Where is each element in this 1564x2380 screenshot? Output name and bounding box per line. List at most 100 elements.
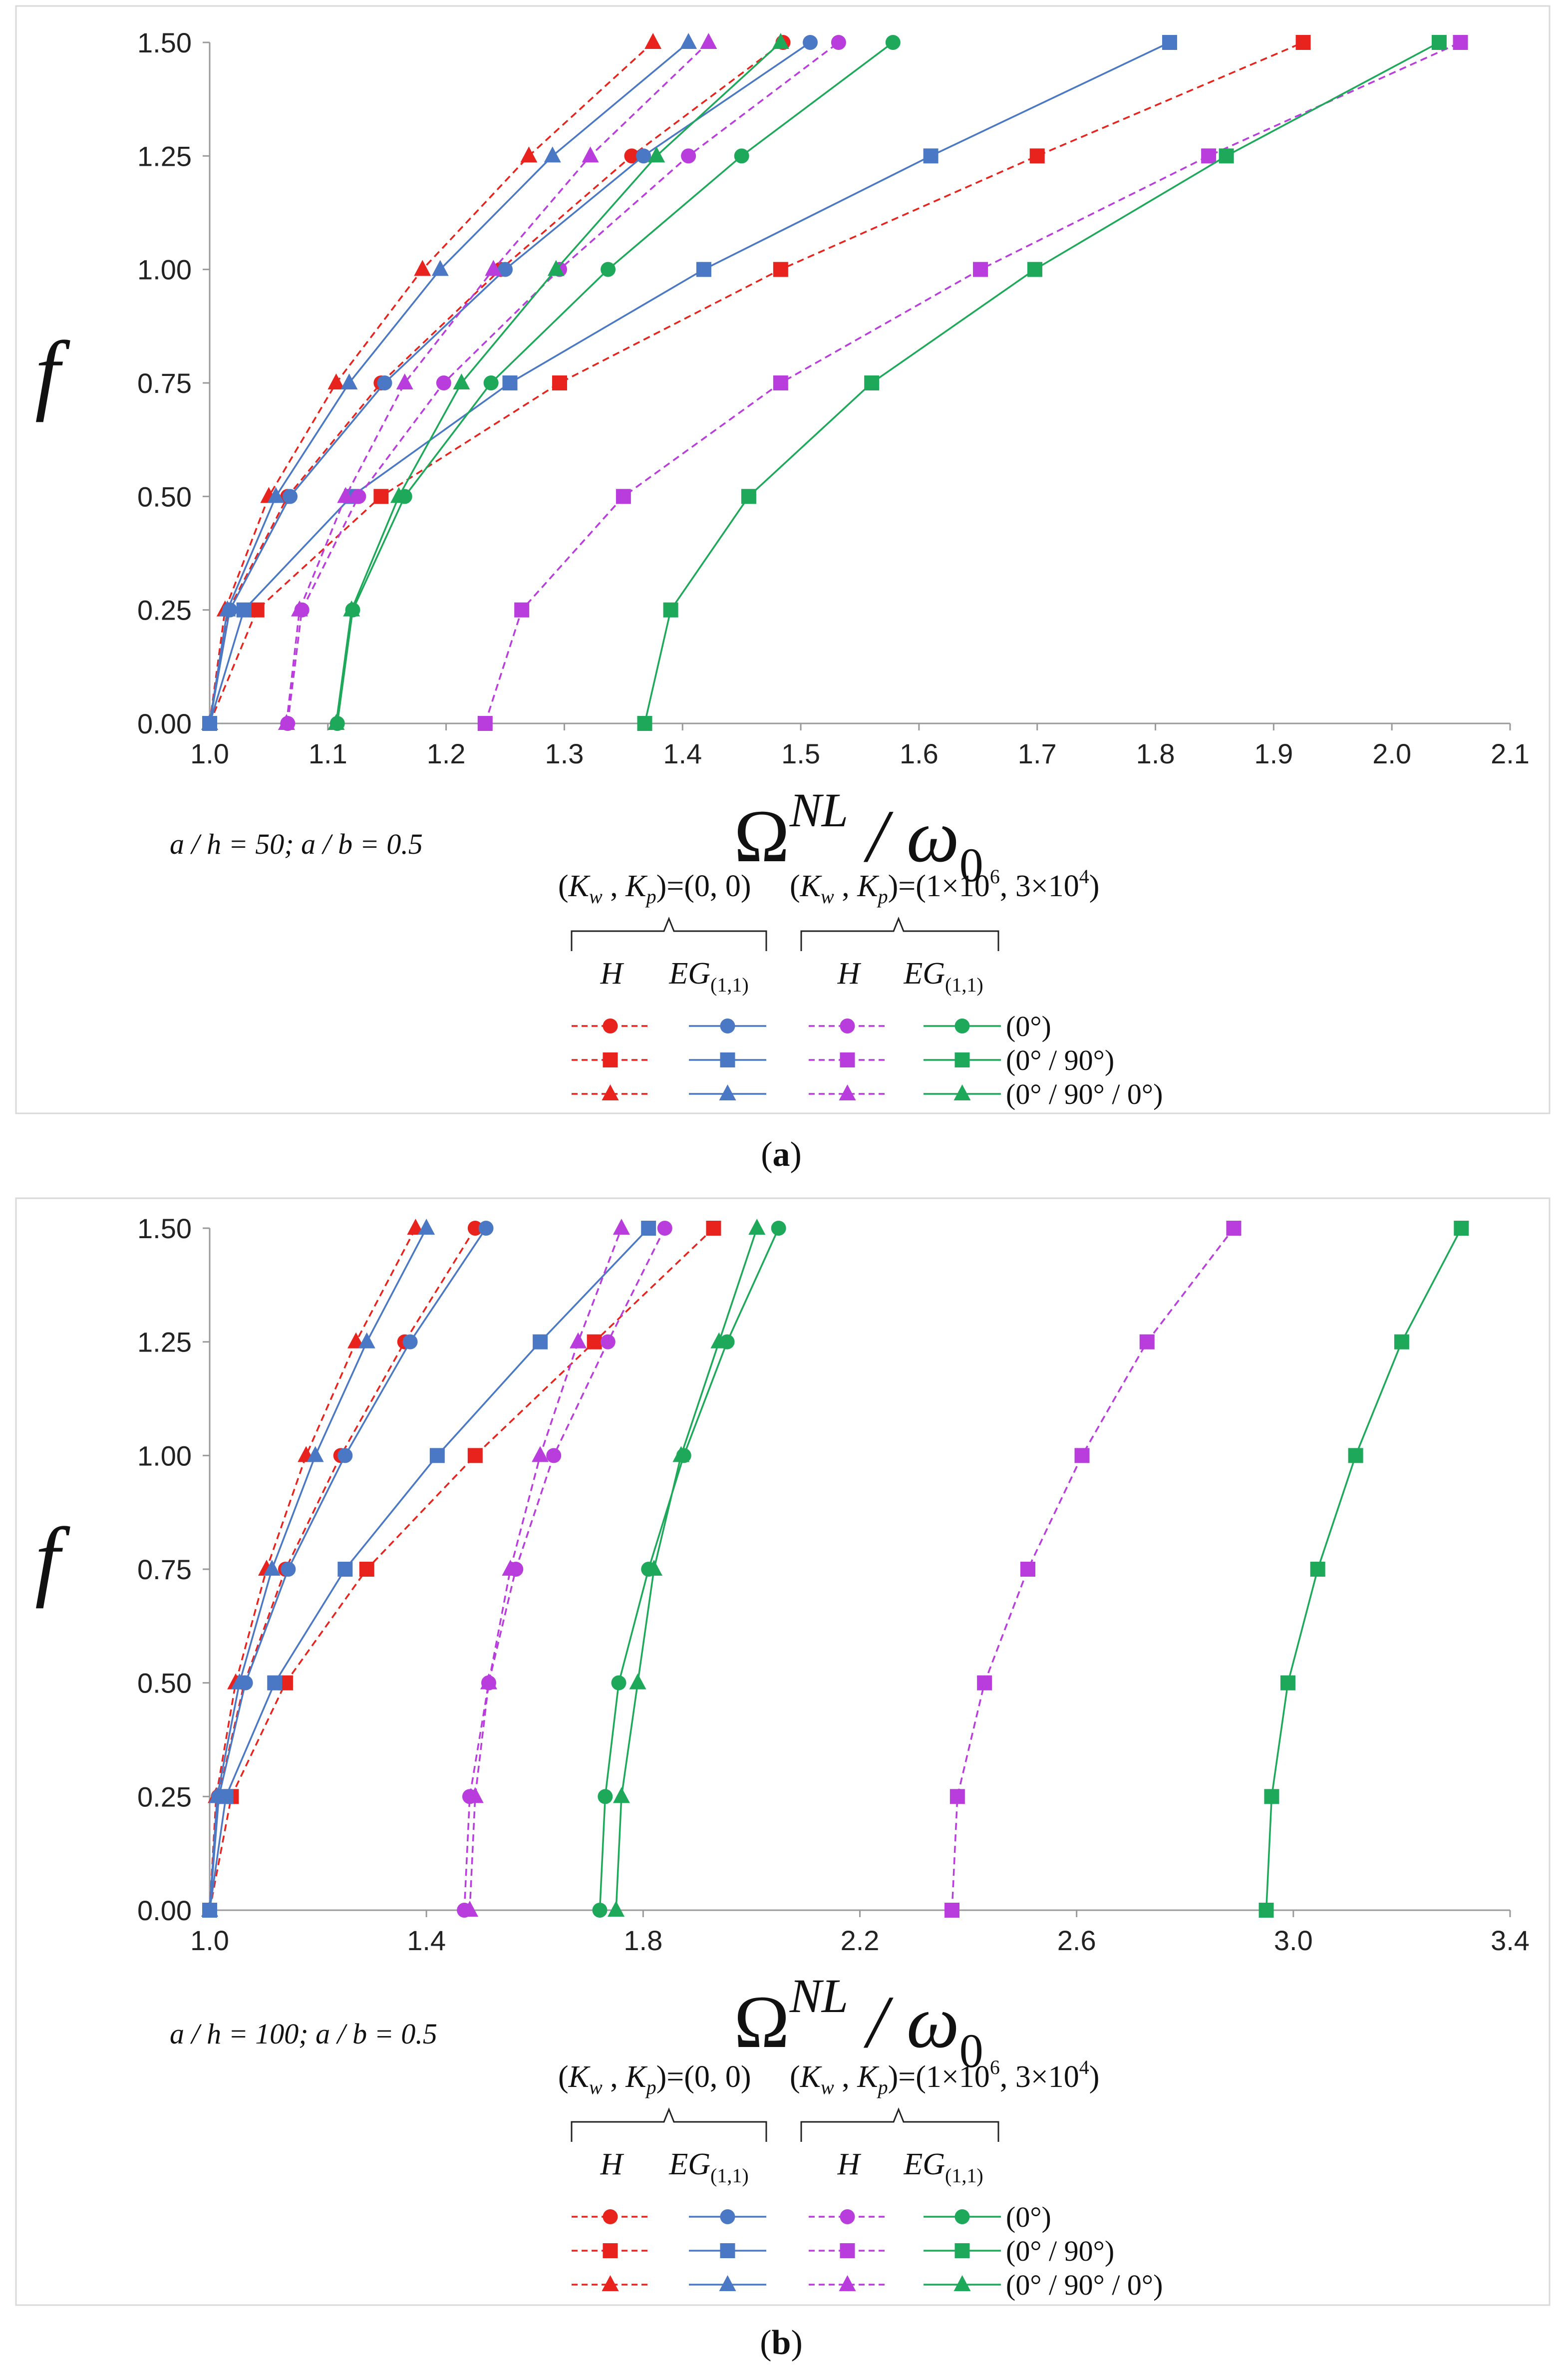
data-point [771,1221,786,1236]
legend-marker [840,2243,855,2258]
x-tick-label: 1.9 [1254,738,1293,769]
data-point [773,375,788,390]
data-point [1348,1448,1363,1463]
y-tick-label: 0.25 [137,1781,192,1812]
data-point [587,1334,602,1350]
data-point [831,35,846,50]
series-11 [327,33,789,730]
x-axis-label: ΩNL / ω0 [734,1969,983,2077]
data-point [973,262,988,277]
data-point [1264,1789,1279,1804]
series-5 [201,33,697,730]
legend-col-h: H [837,957,862,991]
legend-group-label: (Kw , Kp)=(1×106, 3×104) [790,2056,1099,2098]
legend-marker [720,2209,735,2224]
data-point [283,489,298,504]
legend-marker [602,1084,619,1100]
x-tick-label: 1.5 [781,738,820,769]
data-point [547,260,565,276]
data-point [359,1562,374,1577]
legend: (Kw , Kp)=(0, 0) (Kw , Kp)=(1×106, 3×104)… [558,865,1163,1110]
data-point [402,1334,418,1350]
data-point [663,602,678,618]
parameter-note: a / h = 100; a / b = 0.5 [170,2018,437,2050]
legend-group-label: (Kw , Kp)=(1×106, 3×104) [790,865,1099,908]
legend-col-eg: EG(1,1) [668,2147,748,2187]
data-point [502,375,518,390]
x-tick-label: 1.0 [190,1925,229,1956]
data-point [949,1789,965,1804]
data-point [418,1219,435,1235]
data-point [520,146,538,163]
legend-brace [571,2107,767,2142]
legend-col-h: H [600,2147,625,2181]
data-point [343,600,360,617]
data-point [657,1221,672,1236]
data-point [648,146,665,163]
data-point [923,148,938,164]
x-tick-label: 1.6 [900,738,938,769]
legend-row-label: (0° / 90°) [1006,1044,1114,1076]
series-line [643,41,1440,724]
data-point [340,373,358,389]
data-point [1074,1448,1090,1463]
series-line [951,1227,1235,1911]
legend-marker [954,1052,970,1067]
panel-frame [15,5,1551,1114]
x-tick-label: 2.2 [841,1925,880,1956]
data-point [377,375,392,390]
data-point [601,262,616,277]
data-point [1295,35,1311,50]
data-point [390,487,407,503]
data-point [478,1221,494,1236]
data-point [514,602,530,618]
legend-marker [603,1019,618,1033]
y-tick-label: 1.25 [137,1327,192,1358]
y-axis-label: f [35,1509,70,1609]
data-point [236,602,252,618]
series-line [615,1228,758,1911]
data-point [598,1789,613,1804]
x-axis-label: ΩNL / ω0 [734,783,983,892]
data-point [629,1673,646,1690]
legend-brace [800,916,999,951]
legend-marker [953,1084,971,1100]
data-point [337,1448,353,1463]
data-point [231,1673,248,1690]
legend-marker [840,2209,855,2224]
data-point [327,373,345,389]
data-point [546,1448,562,1463]
data-point [592,1903,608,1918]
legend-col-h: H [600,957,625,991]
data-point [267,487,285,503]
legend-row-label: (0° / 90° / 0°) [1006,2269,1163,2301]
data-point [1219,148,1234,164]
legend-marker [603,2209,618,2224]
data-point [636,148,651,164]
legend-col-eg: EG(1,1) [903,957,983,996]
data-point [681,148,696,164]
y-tick-label: 0.00 [137,1895,192,1926]
data-point [741,489,756,504]
data-point [613,1219,630,1235]
x-tick-label: 2.6 [1057,1925,1096,1956]
data-point [1027,262,1042,277]
legend-marker [839,1084,856,1100]
legend-row-label: (0°) [1006,1010,1051,1042]
data-point [1454,1221,1469,1236]
data-point [641,1221,656,1236]
series-10 [1258,1221,1469,1918]
data-point [351,489,366,504]
y-tick-label: 0.50 [137,481,192,512]
data-point [467,1448,483,1463]
data-point [414,260,431,276]
y-tick-label: 0.25 [137,595,192,626]
parameter-note: a / h = 50; a / b = 0.5 [170,828,423,860]
data-point [281,1562,296,1577]
series-2 [201,1219,424,1917]
data-point [803,35,818,50]
data-point [1310,1562,1325,1577]
legend-col-eg: EG(1,1) [903,2147,983,2187]
data-point [533,1334,548,1350]
